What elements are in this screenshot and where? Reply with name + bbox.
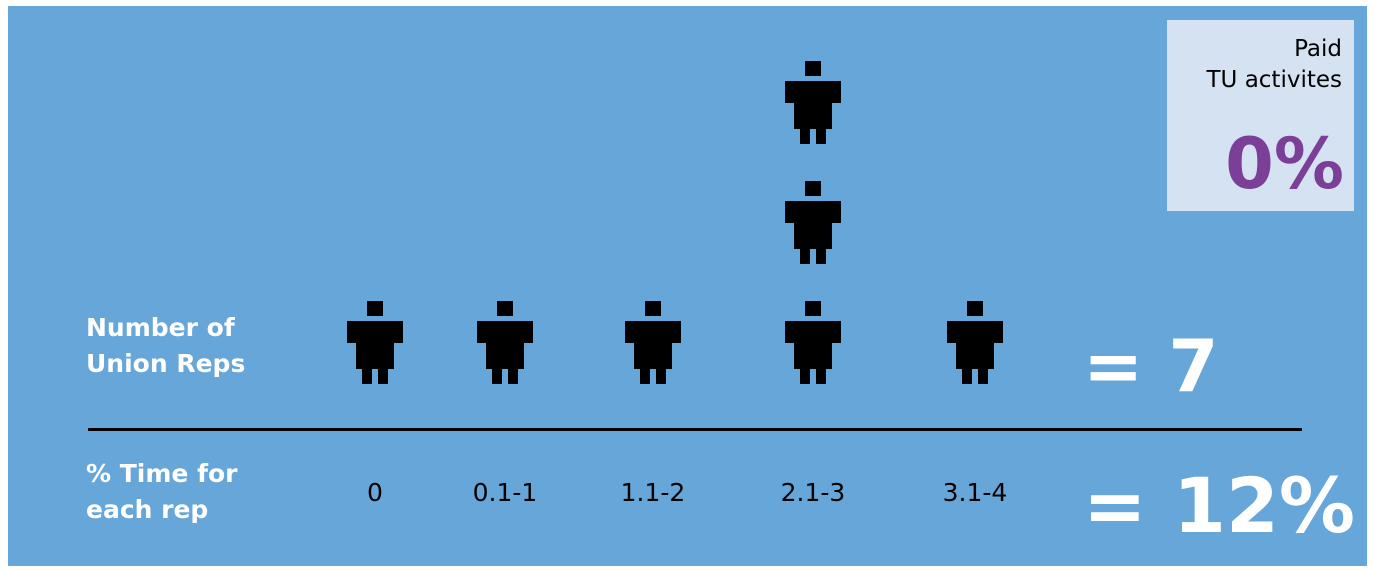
person-icon (785, 61, 841, 144)
callout-value: 0% (1225, 123, 1344, 205)
person-icon (625, 301, 681, 384)
tick-label-0: 0 (367, 478, 383, 507)
infographic-panel: Number of Union Reps % Time for each rep… (8, 6, 1367, 566)
person-icon (785, 181, 841, 264)
person-icon (947, 301, 1003, 384)
tick-label-2: 1.1-2 (620, 478, 686, 507)
person-icon (785, 301, 841, 384)
divider-line (88, 428, 1302, 431)
time-total: = 12% (1083, 461, 1356, 550)
reps-total: = 7 (1083, 324, 1219, 408)
person-icon (347, 301, 403, 384)
tick-label-1: 0.1-1 (472, 478, 538, 507)
tick-label-4: 3.1-4 (942, 478, 1008, 507)
pictogram-svg (347, 61, 1003, 384)
paid-tu-callout: Paid TU activites 0% (1167, 20, 1354, 211)
callout-label: Paid TU activites (1206, 36, 1343, 93)
person-icon (477, 301, 533, 384)
time-row-label: % Time for each rep (86, 459, 238, 524)
reps-row-label: Number of Union Reps (86, 313, 246, 378)
tick-label-3: 2.1-3 (780, 478, 846, 507)
